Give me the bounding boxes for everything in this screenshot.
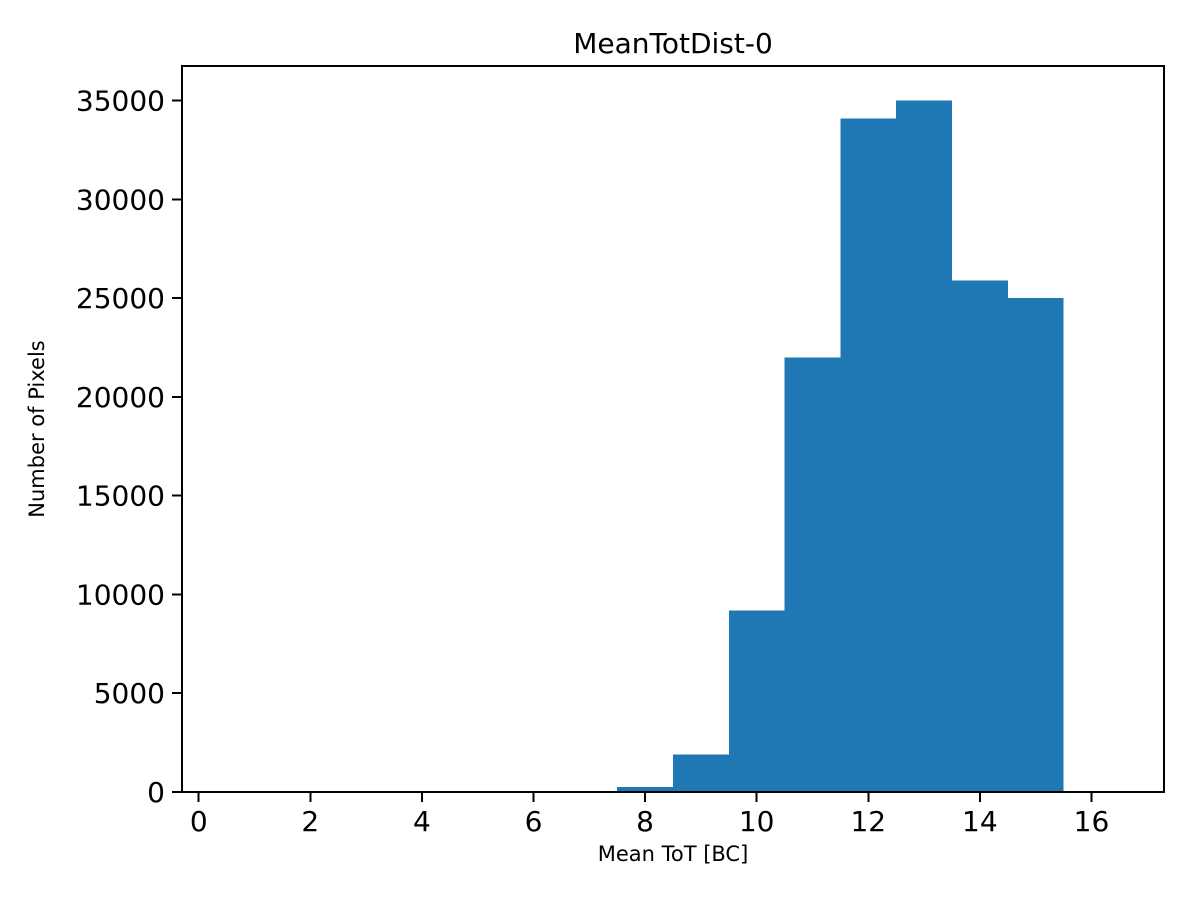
histogram-bar [673,754,729,792]
x-tick-label: 4 [413,805,431,838]
x-tick-label: 8 [636,805,654,838]
x-tick-label: 16 [1074,805,1110,838]
x-tick-label: 6 [525,805,543,838]
histogram-bar [617,787,673,792]
y-axis-label: Number of Pixels [25,340,49,517]
histogram-bar [1007,298,1064,792]
x-tick-label: 10 [739,805,775,838]
histogram-bars [617,100,1064,793]
y-tick-label: 35000 [76,85,165,118]
y-tick-label: 30000 [76,183,165,216]
histogram-bar [896,100,952,792]
histogram-bar [728,610,785,792]
x-tick-label: 0 [190,805,208,838]
y-tick-label: 20000 [76,381,165,414]
tick-labels: 0 2 4 6 8 10 12 14 16 0 5000 10000 15000 20000 25000 30… [76,85,1109,838]
x-tick-label: 2 [301,805,319,838]
y-tick-label: 25000 [76,282,165,315]
histogram-bar [784,357,841,792]
x-tick-label: 12 [850,805,886,838]
chart-title: MeanTotDist-0 [573,27,773,60]
y-tick-label: 10000 [76,578,165,611]
y-tick-label: 15000 [76,480,165,513]
x-tick-label: 14 [962,805,998,838]
axes-frame [181,65,1165,793]
y-tick-label: 5000 [94,677,165,710]
y-tick-label: 0 [147,776,165,809]
histogram-bar [951,280,1008,792]
histogram-bar [840,118,897,793]
x-axis-label: Mean ToT [BC] [598,842,749,866]
axis-ticks [172,99,1093,802]
